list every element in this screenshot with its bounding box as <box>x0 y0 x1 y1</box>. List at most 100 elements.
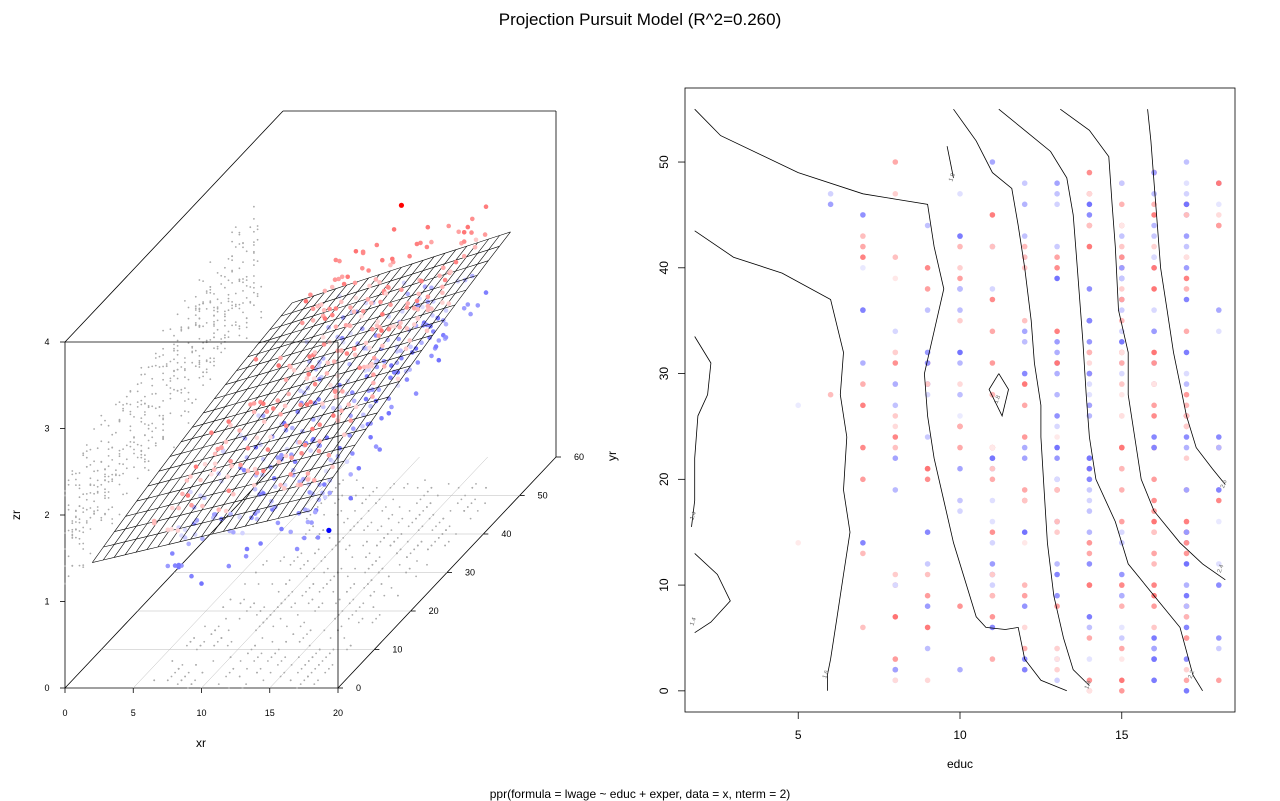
shadow-point <box>373 590 376 593</box>
y-tick-label: 30 <box>657 367 671 381</box>
shadow-point <box>229 656 232 659</box>
residual-point <box>1151 550 1157 557</box>
residual-point <box>924 645 931 652</box>
data-point <box>305 366 311 372</box>
shadow-point <box>205 371 208 374</box>
data-point <box>336 414 342 420</box>
shadow-point <box>170 675 173 678</box>
data-point <box>231 530 236 535</box>
residual-point <box>1086 201 1093 208</box>
data-point <box>202 461 208 467</box>
data-point <box>223 439 229 445</box>
residual-point <box>1119 201 1125 208</box>
data-point <box>348 472 354 477</box>
data-point <box>337 404 343 410</box>
shadow-point <box>293 560 295 562</box>
shadow-point <box>75 536 77 539</box>
shadow-point <box>262 679 265 682</box>
shadow-point <box>85 498 88 501</box>
shadow-point <box>322 587 325 589</box>
data-point <box>377 447 383 452</box>
shadow-point <box>340 625 343 628</box>
shadow-point <box>299 683 302 685</box>
shadow-point <box>165 363 168 365</box>
data-point <box>175 528 181 533</box>
shadow-point <box>407 525 410 528</box>
shadow-point <box>198 355 201 357</box>
shadow-point <box>147 366 150 369</box>
residual-points <box>795 159 1222 694</box>
shadow-point <box>475 483 477 485</box>
data-point <box>180 491 185 497</box>
shadow-point <box>313 683 316 685</box>
data-point <box>425 307 431 313</box>
shadow-point <box>277 664 279 666</box>
data-point <box>194 517 200 523</box>
residual-point <box>892 677 899 684</box>
shadow-point <box>129 390 132 393</box>
data-point <box>301 476 306 482</box>
shadow-point <box>169 387 172 389</box>
shadow-point <box>231 301 234 303</box>
shadow-point <box>100 414 103 417</box>
shadow-point <box>209 288 212 291</box>
shadow-point <box>67 483 70 486</box>
data-point <box>414 298 420 304</box>
shadow-point <box>242 311 244 314</box>
shadow-point <box>246 610 248 612</box>
residual-point <box>1086 169 1093 176</box>
shadow-point <box>238 334 241 337</box>
shadow-point <box>245 275 248 278</box>
data-point <box>320 401 325 407</box>
data-point <box>360 309 366 314</box>
shadow-point <box>173 446 175 449</box>
data-point <box>306 372 312 377</box>
residual-point <box>1119 222 1125 229</box>
residual-point <box>1086 582 1093 588</box>
residual-point <box>1054 201 1060 208</box>
shadow-point <box>307 660 310 662</box>
contour-line <box>1147 109 1226 485</box>
shadow-point <box>107 480 110 483</box>
residual-point <box>1054 656 1060 662</box>
shadow-point <box>194 679 197 682</box>
shadow-point <box>354 567 356 570</box>
shadow-point <box>284 656 287 659</box>
data-point <box>394 360 400 366</box>
shadow-point <box>104 479 106 482</box>
shadow-point <box>144 460 146 463</box>
data-point <box>193 464 199 470</box>
shadow-point <box>375 617 377 620</box>
shadow-point <box>104 468 106 470</box>
data-point <box>348 305 353 310</box>
shadow-point <box>205 292 208 294</box>
shadow-point <box>238 231 241 234</box>
shadow-point <box>194 309 197 311</box>
shadow-point <box>194 307 197 310</box>
residual-point <box>1183 159 1190 165</box>
residual-point <box>1021 582 1028 588</box>
shadow-point <box>118 401 121 403</box>
data-point <box>283 377 289 383</box>
shadow-point <box>234 303 237 306</box>
data-point <box>374 242 380 248</box>
shadow-point <box>107 491 110 493</box>
residual-point <box>1119 370 1125 377</box>
shadow-point <box>253 286 255 289</box>
residual-point <box>1054 413 1060 419</box>
data-point <box>363 300 369 306</box>
residual-point <box>1086 317 1093 324</box>
shadow-point <box>353 525 355 528</box>
residual-point <box>1086 497 1093 504</box>
shadow-point <box>125 467 128 470</box>
shadow-point <box>140 366 143 369</box>
residual-point <box>892 666 899 673</box>
residual-point <box>989 624 996 631</box>
shadow-point <box>403 486 405 489</box>
residual-point <box>957 497 963 504</box>
residual-point <box>892 455 899 462</box>
shadow-point <box>136 383 139 386</box>
data-point <box>359 314 364 319</box>
shadow-point <box>173 349 175 352</box>
shadow-point <box>85 456 88 459</box>
